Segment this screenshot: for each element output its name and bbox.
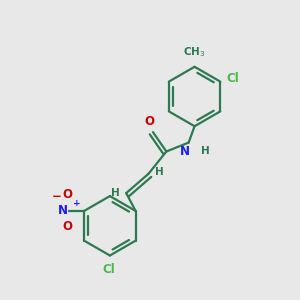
Text: N: N (58, 204, 68, 218)
Text: O: O (63, 220, 73, 233)
Text: H: H (201, 146, 210, 156)
Text: N: N (179, 145, 190, 158)
Text: Cl: Cl (102, 263, 115, 276)
Text: CH$_3$: CH$_3$ (183, 46, 206, 59)
Text: Cl: Cl (227, 72, 240, 85)
Text: O: O (63, 188, 73, 201)
Text: H: H (111, 188, 120, 197)
Text: −: − (52, 190, 62, 202)
Text: +: + (73, 199, 80, 208)
Text: H: H (155, 167, 164, 177)
Text: O: O (144, 115, 154, 128)
